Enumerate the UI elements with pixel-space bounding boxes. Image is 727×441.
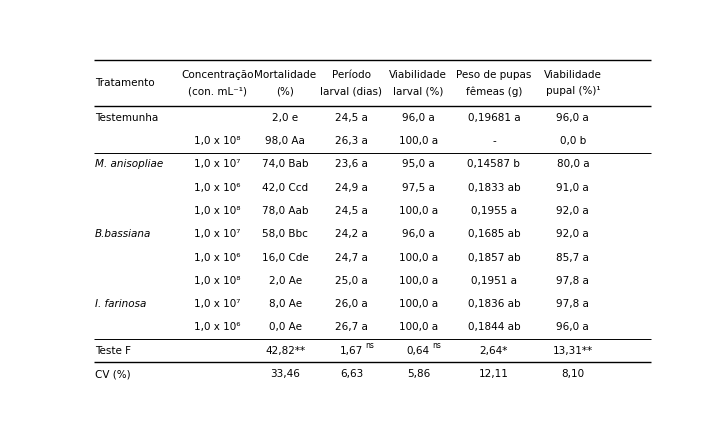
Text: 1,0 x 10⁷: 1,0 x 10⁷: [194, 160, 241, 169]
Text: 1,0 x 10⁷: 1,0 x 10⁷: [194, 229, 241, 239]
Text: (con. mL⁻¹): (con. mL⁻¹): [188, 86, 247, 97]
Text: 96,0 a: 96,0 a: [402, 113, 435, 123]
Text: 8,10: 8,10: [561, 369, 585, 379]
Text: 0,64: 0,64: [407, 346, 430, 356]
Text: 24,5 a: 24,5 a: [335, 113, 368, 123]
Text: 0,1857 ab: 0,1857 ab: [467, 253, 521, 263]
Text: 100,0 a: 100,0 a: [399, 276, 438, 286]
Text: 42,82**: 42,82**: [265, 346, 305, 356]
Text: fêmeas (g): fêmeas (g): [466, 86, 522, 97]
Text: 78,0 Aab: 78,0 Aab: [262, 206, 308, 216]
Text: CV (%): CV (%): [95, 369, 130, 379]
Text: I. farinosa: I. farinosa: [95, 299, 146, 309]
Text: 100,0 a: 100,0 a: [399, 299, 438, 309]
Text: 1,0 x 10⁶: 1,0 x 10⁶: [194, 253, 241, 263]
Text: 100,0 a: 100,0 a: [399, 206, 438, 216]
Text: 98,0 Aa: 98,0 Aa: [265, 136, 305, 146]
Text: 0,1833 ab: 0,1833 ab: [467, 183, 521, 193]
Text: Tratamento: Tratamento: [95, 78, 154, 88]
Text: 96,0 a: 96,0 a: [556, 113, 589, 123]
Text: 33,46: 33,46: [270, 369, 300, 379]
Text: B.bassiana: B.bassiana: [95, 229, 151, 239]
Text: Mortalidade: Mortalidade: [254, 70, 316, 80]
Text: 1,0 x 10⁸: 1,0 x 10⁸: [194, 136, 241, 146]
Text: 1,0 x 10⁶: 1,0 x 10⁶: [194, 183, 241, 193]
Text: 24,2 a: 24,2 a: [335, 229, 368, 239]
Text: 97,8 a: 97,8 a: [556, 299, 590, 309]
Text: 25,0 a: 25,0 a: [335, 276, 368, 286]
Text: 0,19681 a: 0,19681 a: [467, 113, 521, 123]
Text: 8,0 Ae: 8,0 Ae: [269, 299, 302, 309]
Text: 26,3 a: 26,3 a: [335, 136, 368, 146]
Text: 100,0 a: 100,0 a: [399, 322, 438, 333]
Text: 100,0 a: 100,0 a: [399, 136, 438, 146]
Text: 0,14587 b: 0,14587 b: [467, 160, 521, 169]
Text: 12,11: 12,11: [479, 369, 509, 379]
Text: 96,0 a: 96,0 a: [556, 322, 589, 333]
Text: 5,86: 5,86: [406, 369, 430, 379]
Text: 0,1836 ab: 0,1836 ab: [467, 299, 521, 309]
Text: 23,6 a: 23,6 a: [335, 160, 368, 169]
Text: 13,31**: 13,31**: [553, 346, 593, 356]
Text: 80,0 a: 80,0 a: [557, 160, 589, 169]
Text: 0,1685 ab: 0,1685 ab: [467, 229, 521, 239]
Text: Concentração: Concentração: [181, 70, 254, 80]
Text: 42,0 Ccd: 42,0 Ccd: [262, 183, 308, 193]
Text: Período: Período: [332, 70, 371, 80]
Text: (%): (%): [276, 86, 294, 97]
Text: 85,7 a: 85,7 a: [556, 253, 590, 263]
Text: 2,64*: 2,64*: [480, 346, 508, 356]
Text: -: -: [492, 136, 496, 146]
Text: 1,0 x 10⁷: 1,0 x 10⁷: [194, 299, 241, 309]
Text: Testemunha: Testemunha: [95, 113, 158, 123]
Text: 0,0 b: 0,0 b: [560, 136, 586, 146]
Text: 26,0 a: 26,0 a: [335, 299, 368, 309]
Text: ns: ns: [366, 341, 374, 350]
Text: ns: ns: [433, 341, 441, 350]
Text: 74,0 Bab: 74,0 Bab: [262, 160, 308, 169]
Text: Viabilidade: Viabilidade: [390, 70, 447, 80]
Text: M. anisopliae: M. anisopliae: [95, 160, 163, 169]
Text: 58,0 Bbc: 58,0 Bbc: [262, 229, 308, 239]
Text: 91,0 a: 91,0 a: [556, 183, 589, 193]
Text: 24,9 a: 24,9 a: [335, 183, 368, 193]
Text: 16,0 Cde: 16,0 Cde: [262, 253, 309, 263]
Text: 24,7 a: 24,7 a: [335, 253, 368, 263]
Text: Teste F: Teste F: [95, 346, 131, 356]
Text: Peso de pupas: Peso de pupas: [457, 70, 531, 80]
Text: 1,0 x 10⁶: 1,0 x 10⁶: [194, 322, 241, 333]
Text: 96,0 a: 96,0 a: [402, 229, 435, 239]
Text: 0,1955 a: 0,1955 a: [471, 206, 517, 216]
Text: 100,0 a: 100,0 a: [399, 253, 438, 263]
Text: larval (%): larval (%): [393, 86, 443, 97]
Text: 97,5 a: 97,5 a: [402, 183, 435, 193]
Text: 1,0 x 10⁸: 1,0 x 10⁸: [194, 276, 241, 286]
Text: 97,8 a: 97,8 a: [556, 276, 590, 286]
Text: larval (dias): larval (dias): [321, 86, 382, 97]
Text: 0,1951 a: 0,1951 a: [471, 276, 517, 286]
Text: 95,0 a: 95,0 a: [402, 160, 435, 169]
Text: 1,0 x 10⁸: 1,0 x 10⁸: [194, 206, 241, 216]
Text: 0,1844 ab: 0,1844 ab: [467, 322, 521, 333]
Text: 1,67: 1,67: [340, 346, 363, 356]
Text: 2,0 e: 2,0 e: [272, 113, 298, 123]
Text: 0,0 Ae: 0,0 Ae: [269, 322, 302, 333]
Text: 2,0 Ae: 2,0 Ae: [269, 276, 302, 286]
Text: 92,0 a: 92,0 a: [556, 229, 589, 239]
Text: 6,63: 6,63: [340, 369, 363, 379]
Text: Viabilidade: Viabilidade: [544, 70, 602, 80]
Text: pupal (%)¹: pupal (%)¹: [545, 86, 601, 97]
Text: 24,5 a: 24,5 a: [335, 206, 368, 216]
Text: 92,0 a: 92,0 a: [556, 206, 589, 216]
Text: 26,7 a: 26,7 a: [335, 322, 368, 333]
